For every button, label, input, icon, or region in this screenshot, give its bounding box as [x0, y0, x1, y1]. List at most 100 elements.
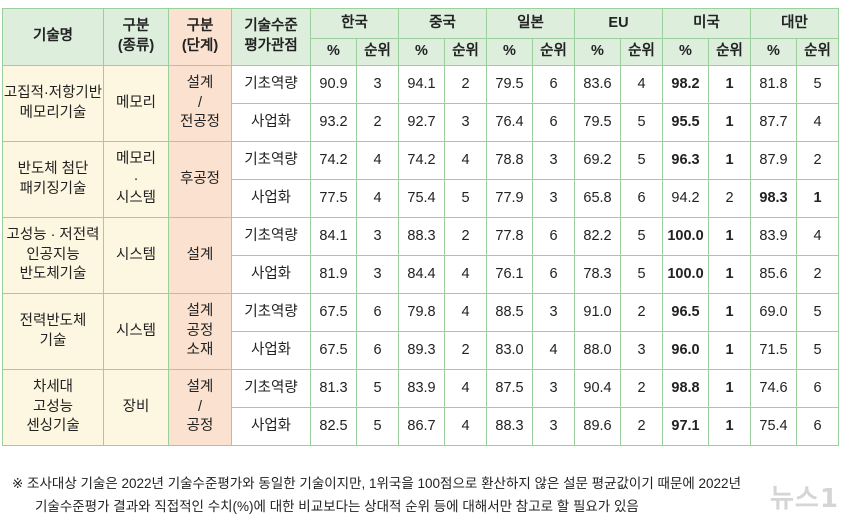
pct-cell: 76.1	[486, 255, 533, 294]
pct-cell: 95.5	[662, 103, 709, 142]
stage-cell-line: 설계	[186, 75, 214, 92]
header-rank: 순위	[444, 38, 487, 66]
rank-cell: 5	[356, 407, 399, 446]
header-pct: %	[750, 38, 797, 66]
pct-cell: 81.9	[310, 255, 357, 294]
pct-cell: 87.7	[750, 103, 797, 142]
tech-name-cell-line: 인공지능	[26, 246, 80, 263]
rank-cell: 3	[356, 255, 399, 294]
type-cell: 장비	[103, 369, 169, 446]
type-cell-line: 장비	[122, 398, 150, 415]
rank-cell: 4	[796, 217, 839, 256]
pct-cell: 81.3	[310, 369, 357, 408]
rank-cell: 4	[444, 255, 487, 294]
pct-cell: 77.8	[486, 217, 533, 256]
rank-cell: 5	[620, 217, 663, 256]
stage-cell-line: 후공정	[179, 170, 221, 187]
rank-cell: 6	[796, 407, 839, 446]
stage-cell-line: /	[197, 94, 203, 111]
tech-name-cell-line: 패키징기술	[19, 180, 87, 197]
stage-cell-line: 설계	[186, 379, 214, 396]
rank-cell: 3	[532, 141, 575, 180]
rank-cell: 5	[796, 65, 839, 104]
eval-view-cell: 사업화	[231, 331, 311, 370]
rank-cell: 4	[620, 65, 663, 104]
pct-cell: 96.5	[662, 293, 709, 332]
rank-cell: 2	[708, 179, 751, 218]
rank-cell: 5	[796, 293, 839, 332]
header-country: 한국	[310, 8, 399, 39]
pct-cell: 85.6	[750, 255, 797, 294]
pct-cell: 94.1	[398, 65, 445, 104]
footnote-line: ※ 조사대상 기술은 2022년 기술수준평가와 동일한 기술이지만, 1위국을…	[12, 476, 741, 491]
table-row: 사업화 67.5 6 89.3 2 83.0 4 88.0 3 96.0 1 71.5 5	[3, 331, 839, 370]
rank-cell: 5	[620, 141, 663, 180]
pct-cell: 77.5	[310, 179, 357, 218]
tech-name-cell-line: 차세대	[32, 379, 74, 396]
rank-cell: 6	[356, 293, 399, 332]
rank-cell: 5	[444, 179, 487, 218]
rank-cell: 6	[532, 255, 575, 294]
pct-cell: 91.0	[574, 293, 621, 332]
header-pct: %	[486, 38, 533, 66]
tech-name-cell-line: 반도체 첨단	[17, 160, 89, 177]
stage-cell-line: 소재	[186, 342, 214, 359]
pct-cell: 89.3	[398, 331, 445, 370]
pct-cell: 90.9	[310, 65, 357, 104]
stage-cell: 설계 공정 소재	[168, 293, 232, 370]
pct-cell: 98.3	[750, 179, 797, 218]
header-country: EU	[574, 8, 663, 39]
rank-cell: 4	[444, 141, 487, 180]
header-country: 대만	[750, 8, 839, 39]
pct-cell: 82.2	[574, 217, 621, 256]
pct-cell: 78.8	[486, 141, 533, 180]
rank-cell: 2	[356, 103, 399, 142]
rank-cell: 5	[620, 255, 663, 294]
header-pct: %	[662, 38, 709, 66]
rank-cell: 1	[708, 103, 751, 142]
header-type-line: (종류)	[117, 38, 155, 54]
type-cell: 메모리 · 시스템	[103, 141, 169, 218]
stage-cell: 설계	[168, 217, 232, 294]
pct-cell: 94.2	[662, 179, 709, 218]
rank-cell: 5	[620, 103, 663, 142]
table-row: 사업화 93.2 2 92.7 3 76.4 6 79.5 5 95.5 1 87.7 4	[3, 103, 839, 142]
rank-cell: 2	[444, 217, 487, 256]
pct-cell: 86.7	[398, 407, 445, 446]
eval-view-cell: 사업화	[231, 179, 311, 218]
rank-cell: 1	[708, 217, 751, 256]
eval-view-cell: 사업화	[231, 103, 311, 142]
table-row: 사업화 77.5 4 75.4 5 77.9 3 65.8 6 94.2 2 98.3 1	[3, 179, 839, 218]
pct-cell: 79.5	[574, 103, 621, 142]
news-watermark-logo: 뉴스1	[770, 484, 839, 514]
pct-cell: 67.5	[310, 293, 357, 332]
stage-cell-line: 설계	[186, 303, 214, 320]
pct-cell: 93.2	[310, 103, 357, 142]
footnote-line: 기술수준평가 결과와 직접적인 수치(%)에 대한 비교보다는 상대적 순위 등…	[35, 499, 639, 514]
stage-cell: 후공정	[168, 141, 232, 218]
type-cell-line: 메모리	[115, 151, 157, 168]
header-stage: 구분 (단계)	[168, 8, 232, 66]
tech-name-cell-line: 고성능	[32, 398, 74, 415]
pct-cell: 90.4	[574, 369, 621, 408]
eval-view-cell: 사업화	[231, 407, 311, 446]
pct-cell: 82.5	[310, 407, 357, 446]
pct-cell: 100.0	[662, 217, 709, 256]
header-view-line: 기술수준	[244, 18, 298, 35]
rank-cell: 6	[532, 217, 575, 256]
eval-view-cell: 사업화	[231, 255, 311, 294]
header-country: 일본	[486, 8, 575, 39]
pct-cell: 74.6	[750, 369, 797, 408]
tech-level-table: 기술명 구분 (종류) 구분 (단계) 기술수준 평가관점 한국 중국 일본 E…	[2, 8, 839, 446]
rank-cell: 6	[796, 369, 839, 408]
rank-cell: 1	[708, 255, 751, 294]
rank-cell: 3	[532, 293, 575, 332]
rank-cell: 6	[532, 65, 575, 104]
header-pct: %	[310, 38, 357, 66]
rank-cell: 4	[444, 369, 487, 408]
header-rank: 순위	[796, 38, 839, 66]
header-rank: 순위	[532, 38, 575, 66]
header-stage-line: (단계)	[181, 38, 219, 54]
rank-cell: 1	[708, 369, 751, 408]
header-view-line: 평가관점	[244, 38, 298, 54]
